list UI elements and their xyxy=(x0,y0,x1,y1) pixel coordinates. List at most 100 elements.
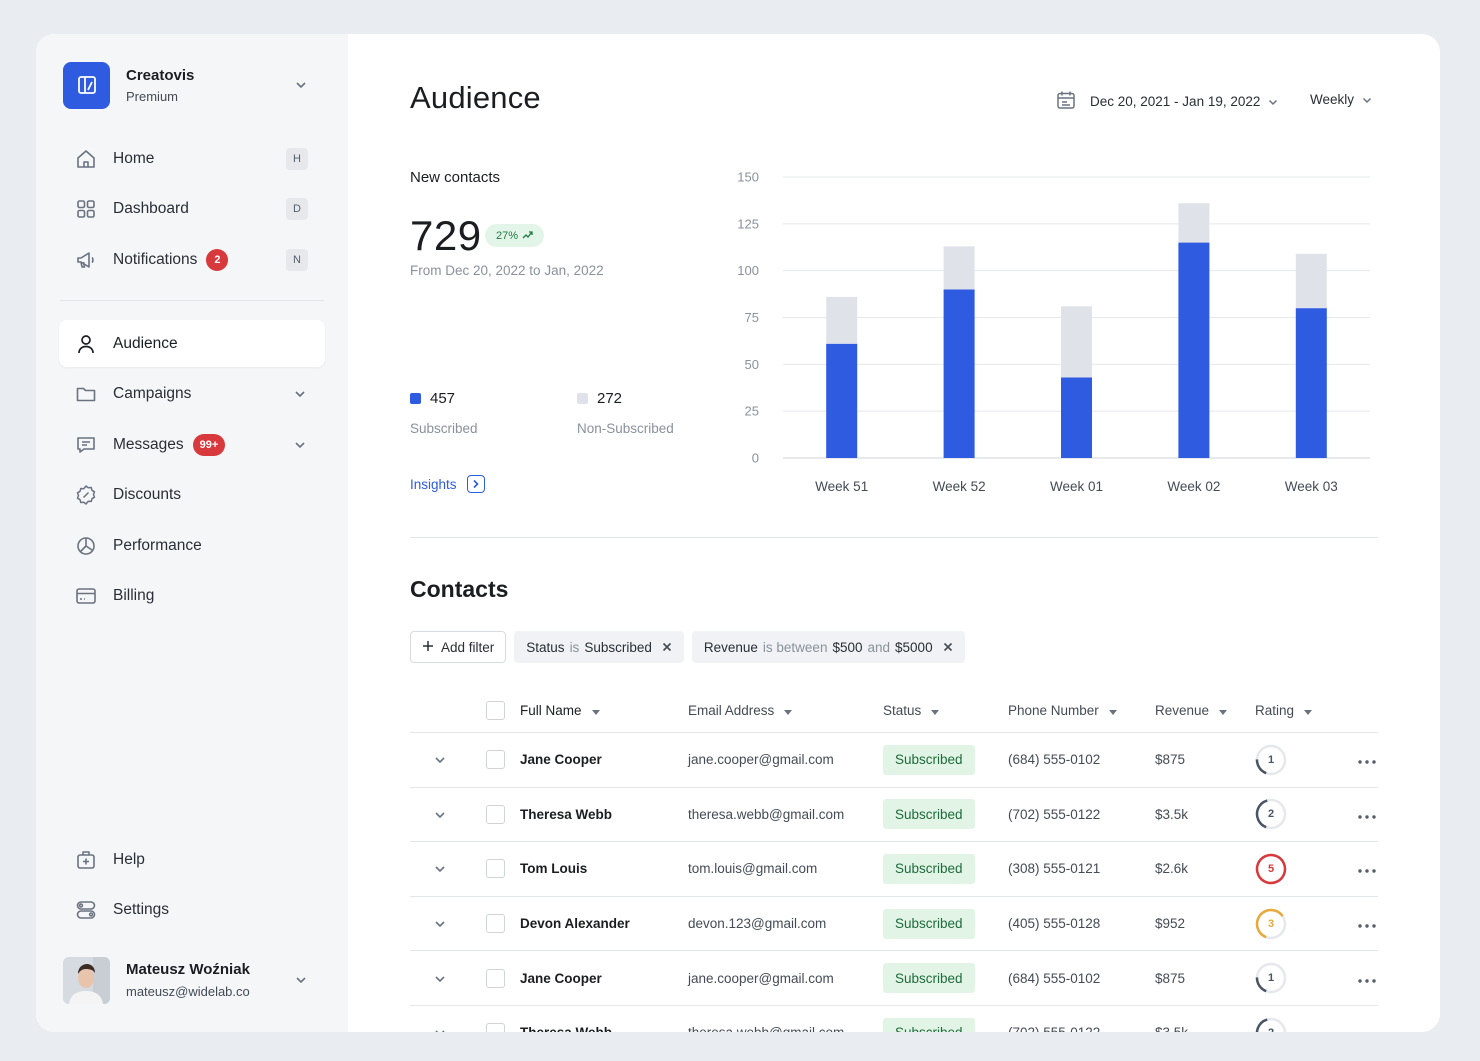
page-title: Audience xyxy=(410,80,541,115)
legend-subscribed: 457 xyxy=(410,390,455,407)
table-row[interactable]: Theresa Webbtheresa.webb@gmail.comSubscr… xyxy=(410,1006,1378,1032)
column-header-email[interactable]: Email Address xyxy=(688,703,883,718)
row-checkbox[interactable] xyxy=(485,968,505,988)
chevron-down-icon[interactable] xyxy=(434,1025,446,1032)
nav-item-performance[interactable]: Performance xyxy=(59,522,325,569)
rating-badge: 2 xyxy=(1255,798,1287,830)
row-checkbox[interactable] xyxy=(485,750,505,770)
status-badge: Subscribed xyxy=(883,799,975,830)
nav-item-messages[interactable]: Messages 99+ xyxy=(59,421,325,468)
bar-non-subscribed xyxy=(1178,203,1210,243)
contact-email: theresa.webb@gmail.com xyxy=(688,806,845,822)
user-profile[interactable]: Mateusz Woźniak mateusz@widelab.co xyxy=(63,956,309,1004)
column-header-revenue[interactable]: Revenue xyxy=(1155,703,1255,718)
y-tick-label: 75 xyxy=(745,310,759,325)
close-icon[interactable] xyxy=(662,640,672,655)
contact-phone: (702) 555-0122 xyxy=(1008,806,1101,822)
contact-email: theresa.webb@gmail.com xyxy=(688,1025,883,1032)
period-select[interactable]: Weekly xyxy=(1310,92,1372,107)
nav-label: Help xyxy=(113,850,145,868)
nav-item-dashboard[interactable]: Dashboard D xyxy=(59,186,325,233)
chevron-down-icon[interactable] xyxy=(293,972,309,988)
rating-value: 3 xyxy=(1267,917,1275,930)
rating-value: 5 xyxy=(1267,862,1275,875)
filter-operator: is xyxy=(569,639,580,655)
messages-badge: 99+ xyxy=(192,433,226,456)
filter-chip-status[interactable]: Status is Subscribed xyxy=(514,631,684,663)
nav-item-settings[interactable]: Settings xyxy=(59,887,325,934)
column-header-status[interactable]: Status xyxy=(883,703,1008,718)
chevron-down-icon[interactable] xyxy=(293,77,309,93)
column-header-name[interactable]: Full Name xyxy=(520,703,688,718)
nav-label: Messages xyxy=(113,435,184,453)
change-value: 27% xyxy=(496,229,519,242)
x-tick-label: Week 51 xyxy=(815,479,868,494)
more-options-icon[interactable] xyxy=(1357,752,1376,767)
nav-item-home[interactable]: Home H xyxy=(59,135,325,182)
more-options-icon[interactable] xyxy=(1357,861,1376,876)
add-filter-label: Add filter xyxy=(441,639,495,655)
chevron-down-icon[interactable] xyxy=(292,386,308,402)
filter-value: Subscribed xyxy=(584,639,652,655)
table-row[interactable]: Tom Louis tom.louis@gmail.com Subscribed (3… xyxy=(410,842,1378,897)
table-row[interactable]: Jane Cooper jane.cooper@gmail.com Subscrib… xyxy=(410,733,1378,788)
more-options-icon[interactable] xyxy=(1357,971,1376,986)
chevron-down-icon[interactable] xyxy=(292,437,308,453)
nav-label: Settings xyxy=(113,901,170,919)
bar-subscribed xyxy=(1295,308,1327,458)
select-all-checkbox[interactable] xyxy=(485,701,505,720)
nav-item-campaigns[interactable]: Campaigns xyxy=(59,371,325,418)
chevron-down-icon[interactable] xyxy=(434,861,446,876)
nav-item-help[interactable]: Help xyxy=(59,836,325,883)
row-checkbox[interactable] xyxy=(485,914,505,934)
rating-badge: 5 xyxy=(1255,853,1287,885)
table-row[interactable]: Jane Cooper jane.cooper@gmail.com Subscrib… xyxy=(410,951,1378,1006)
row-checkbox[interactable] xyxy=(485,1023,505,1032)
column-header-phone[interactable]: Phone Number xyxy=(1008,703,1155,718)
contact-email: jane.cooper@gmail.com xyxy=(688,752,834,768)
nav-label: Audience xyxy=(113,334,178,352)
more-options-icon[interactable] xyxy=(1357,916,1376,931)
contact-phone: (684) 555-0102 xyxy=(1008,752,1101,768)
filter-chip-revenue[interactable]: Revenue is between $500 and $5000 xyxy=(691,631,965,663)
more-options-icon[interactable] xyxy=(1357,807,1376,822)
bar-non-subscribed xyxy=(1061,306,1092,378)
filter-field: Status xyxy=(526,639,565,655)
more-options-icon[interactable] xyxy=(1358,1025,1376,1032)
nav-main: Audience Campaigns Messages 99+ Discount… xyxy=(59,320,325,624)
nav-item-discounts[interactable]: Discounts xyxy=(59,472,325,519)
close-icon[interactable] xyxy=(943,640,953,655)
column-label: Status xyxy=(883,703,922,718)
column-header-rating[interactable]: Rating xyxy=(1255,703,1345,718)
legend-dot xyxy=(410,393,421,404)
add-filter-button[interactable]: Add filter xyxy=(410,631,507,663)
insights-link[interactable]: Insights xyxy=(410,475,485,493)
filter-value: $500 xyxy=(832,639,863,655)
row-checkbox[interactable] xyxy=(485,859,505,879)
chevron-down-icon xyxy=(1362,92,1372,107)
rating-badge: 2 xyxy=(1255,1017,1287,1032)
rating-badge: 3 xyxy=(1255,908,1287,940)
table-row[interactable]: Devon Alexander devon.123@gmail.com Subscr… xyxy=(410,897,1378,952)
date-range-picker[interactable]: Dec 20, 2021 - Jan 19, 2022 xyxy=(1056,90,1278,113)
chevron-down-icon[interactable] xyxy=(434,807,446,822)
pie-icon xyxy=(75,535,97,557)
workspace-switcher[interactable]: Creatovis Premium xyxy=(63,61,309,109)
card-icon xyxy=(75,585,97,607)
contact-phone: (702) 555-0122 xyxy=(1008,1025,1155,1032)
date-range-label: Dec 20, 2021 - Jan 19, 2022 xyxy=(1090,94,1261,109)
contact-name: Jane Cooper xyxy=(520,970,602,986)
help-icon xyxy=(75,849,97,871)
chevron-down-icon[interactable] xyxy=(434,916,446,931)
shortcut-key: H xyxy=(286,147,308,170)
contact-revenue: $875 xyxy=(1155,752,1186,768)
nav-item-audience[interactable]: Audience xyxy=(59,320,325,367)
calendar-icon xyxy=(1056,90,1076,113)
chevron-down-icon[interactable] xyxy=(434,971,446,986)
nav-bottom: Help Settings xyxy=(59,836,325,937)
nav-item-notifications[interactable]: Notifications 2 N xyxy=(59,236,325,283)
chevron-down-icon[interactable] xyxy=(434,752,446,767)
row-checkbox[interactable] xyxy=(485,804,505,824)
nav-item-billing[interactable]: Billing xyxy=(59,573,325,620)
